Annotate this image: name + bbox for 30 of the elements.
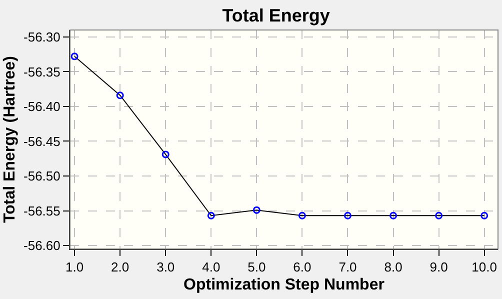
x-tick-label: 4.0 (202, 260, 220, 275)
x-tick-label: 5.0 (248, 260, 266, 275)
point (390, 212, 398, 220)
y-tick-label: -56.50 (24, 168, 60, 184)
x-tick-label: 10.0 (472, 260, 497, 275)
x-tick-label: 7.0 (338, 260, 357, 275)
point (298, 212, 306, 220)
point (116, 92, 124, 100)
x-tick-label: 1.0 (66, 260, 84, 275)
point (344, 212, 352, 220)
y-tick-label: -56.40 (24, 99, 60, 114)
x-axis-title: Optimization Step Number (184, 276, 384, 294)
x-tick-label: 6.0 (293, 260, 312, 275)
y-tick-label: -56.45 (24, 134, 60, 149)
point (162, 150, 170, 158)
y-tick-label: -56.30 (24, 30, 60, 44)
point (480, 212, 488, 220)
point (207, 212, 215, 220)
chart-title: Total Energy (222, 6, 330, 26)
point (70, 52, 78, 60)
x-tick-label: 2.0 (111, 260, 130, 275)
y-axis-title: Total Energy (Hartree) (1, 56, 18, 223)
x-tick-label: 8.0 (384, 260, 402, 275)
point (435, 212, 443, 220)
y-tick-label: -56.60 (24, 238, 60, 254)
x-tick-label: 9.0 (430, 260, 448, 275)
y-tick-label: -56.35 (24, 64, 60, 80)
y-tick-label: -56.55 (24, 203, 60, 218)
point (252, 206, 260, 214)
x-tick-label: 3.0 (156, 260, 175, 275)
